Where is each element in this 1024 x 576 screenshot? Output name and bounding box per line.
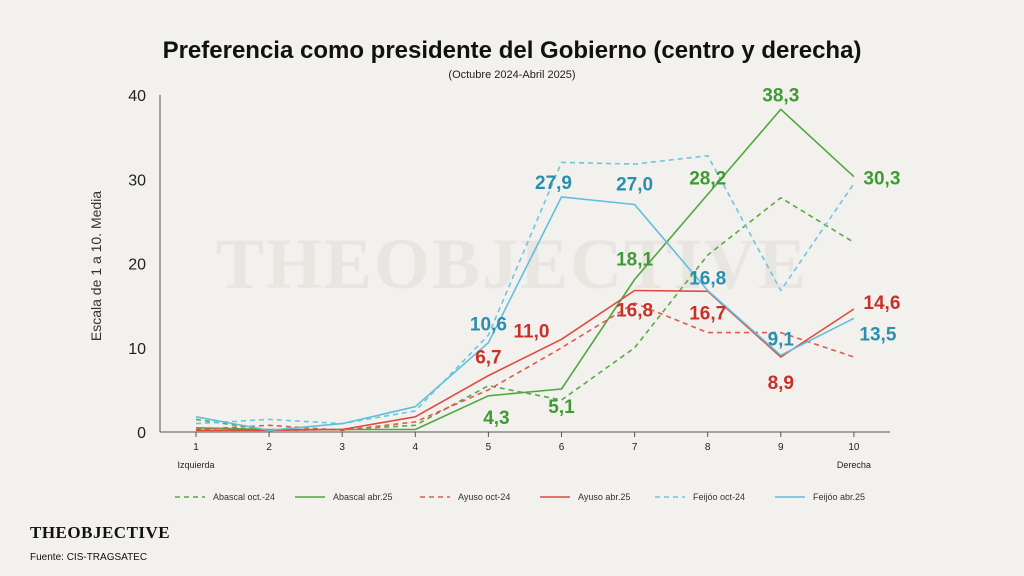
data-label: 16,8 bbox=[616, 300, 653, 321]
data-label: 38,3 bbox=[762, 85, 799, 106]
legend-label: Abascal abr.25 bbox=[333, 492, 393, 502]
series-line bbox=[195, 302, 855, 432]
y-tick-label: 40 bbox=[128, 88, 146, 105]
x-tick-label: 8 bbox=[705, 442, 711, 453]
series-line bbox=[195, 154, 855, 425]
data-label: 28,2 bbox=[689, 168, 726, 189]
data-label: 8,9 bbox=[768, 373, 794, 394]
data-label: 30,3 bbox=[863, 169, 900, 190]
x-tick-label: 9 bbox=[778, 442, 784, 453]
x-tick-label: 3 bbox=[339, 442, 345, 453]
x-tick-label: 2 bbox=[266, 442, 272, 453]
data-label: 11,0 bbox=[514, 321, 550, 342]
data-label: 14,6 bbox=[863, 293, 900, 314]
chart-title: Preferencia como presidente del Gobierno… bbox=[163, 37, 862, 64]
series-lines bbox=[195, 108, 855, 432]
source-note: Fuente: CIS-TRAGSATEC bbox=[30, 552, 147, 563]
series-line bbox=[195, 196, 855, 432]
data-label: 5,1 bbox=[548, 397, 575, 418]
data-label: 10,6 bbox=[470, 315, 507, 336]
x-tick-label: 4 bbox=[413, 442, 419, 453]
data-label: 6,7 bbox=[475, 348, 501, 369]
legend-label: Feijóo oct-24 bbox=[693, 492, 745, 502]
legend-label: Ayuso oct-24 bbox=[458, 492, 510, 502]
brand-logo: THEOBJECTIVE bbox=[30, 523, 170, 542]
data-label: 4,3 bbox=[483, 408, 509, 429]
x-tick-label: 6 bbox=[559, 442, 565, 453]
x-side-label-left: Izquierda bbox=[177, 460, 214, 470]
x-tick-label: 10 bbox=[848, 442, 860, 453]
x-tick-label: 7 bbox=[632, 442, 638, 453]
data-label: 27,0 bbox=[616, 175, 653, 196]
y-tick-label: 10 bbox=[128, 341, 146, 358]
y-axis-label: Escala de 1 a 10. Media bbox=[88, 191, 104, 341]
y-tick-label: 20 bbox=[128, 257, 146, 274]
legend-label: Abascal oct.-24 bbox=[213, 492, 275, 502]
data-label: 18,1 bbox=[616, 250, 653, 271]
data-label: 27,9 bbox=[535, 173, 572, 194]
x-tick-label: 1 bbox=[193, 442, 199, 453]
data-labels: 38,3 30,3 28,2 18,1 5,1 4,3 27,9 27,0 16,8 10,6 9,… bbox=[470, 85, 900, 428]
data-label: 16,7 bbox=[689, 303, 726, 324]
chart-subtitle: (Octubre 2024-Abril 2025) bbox=[448, 69, 575, 81]
series-line bbox=[196, 289, 855, 432]
axes: 0 10 20 30 40 1 2 3 4 5 6 7 8 9 10 Izquierda Derecha bbox=[128, 88, 890, 470]
y-tick-label: 0 bbox=[137, 425, 146, 442]
data-label: 16,8 bbox=[689, 268, 726, 289]
legend: Abascal oct.-24 Abascal abr.25 Ayuso oct-2… bbox=[175, 492, 865, 502]
legend-label: Feijóo abr.25 bbox=[813, 492, 865, 502]
data-label: 9,1 bbox=[768, 329, 795, 350]
watermark: THEOBJECTIVE bbox=[216, 224, 808, 304]
y-tick-label: 30 bbox=[128, 172, 146, 189]
x-side-label-right: Derecha bbox=[837, 460, 871, 470]
data-label: 13,5 bbox=[859, 324, 896, 345]
legend-label: Ayuso abr.25 bbox=[578, 492, 630, 502]
x-tick-label: 5 bbox=[486, 442, 492, 453]
